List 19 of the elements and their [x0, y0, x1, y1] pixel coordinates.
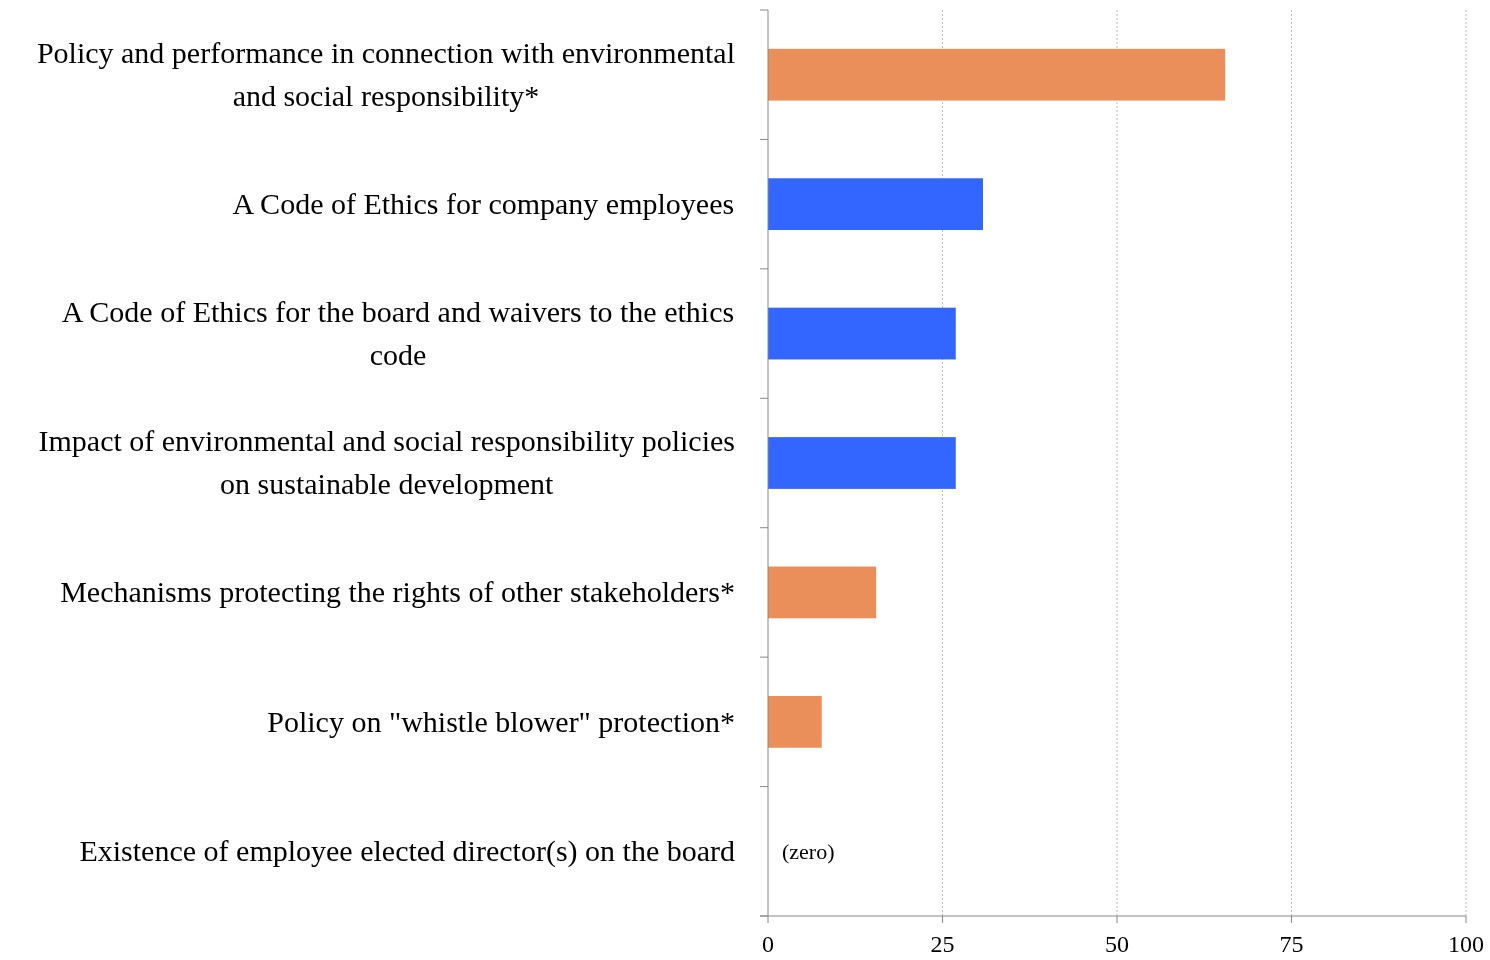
bar: [768, 48, 1226, 101]
annotation: (zero): [782, 839, 835, 865]
x-tick-label: 0: [762, 931, 774, 957]
bar: [768, 437, 956, 489]
y-tick-label: A Code of Ethics for company employees: [232, 187, 735, 221]
y-tick-label: Mechanisms protecting the rights of other stakeholders*: [60, 575, 735, 609]
y-tick-label: Existence of employee elected director(s) on the board: [79, 834, 735, 869]
x-tick-label: 25: [930, 931, 955, 957]
y-tick-label: Policy on "whistle blower" protection*: [267, 704, 736, 738]
y-tick-label: A Code of Ethics for the board and waivers to the ethics code: [61, 295, 735, 371]
y-tick-label: Impact of environmental and social responsibility policies on sustainable development: [38, 424, 736, 501]
x-tick-label: 100: [1448, 931, 1484, 957]
x-tick-label: 50: [1105, 931, 1129, 957]
bar: [768, 566, 877, 619]
bar: [768, 178, 983, 231]
y-tick-label: Policy and performance in connection with environmental and social responsibility*: [36, 36, 735, 113]
bar: [768, 307, 956, 360]
x-tick-label: 75: [1279, 931, 1304, 957]
bar: [768, 695, 822, 748]
